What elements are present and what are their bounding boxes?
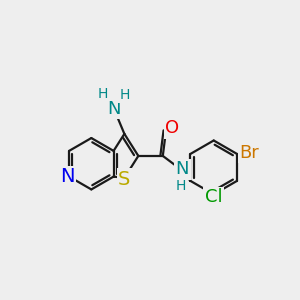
Text: Br: Br [239, 144, 259, 162]
Text: O: O [165, 119, 179, 137]
Text: H: H [176, 179, 186, 193]
Text: Cl: Cl [205, 188, 223, 206]
Text: S: S [118, 170, 130, 189]
Text: N: N [60, 167, 74, 186]
Text: N: N [107, 100, 121, 118]
Text: H: H [97, 87, 107, 101]
Text: N: N [176, 160, 189, 178]
Text: H: H [119, 88, 130, 102]
